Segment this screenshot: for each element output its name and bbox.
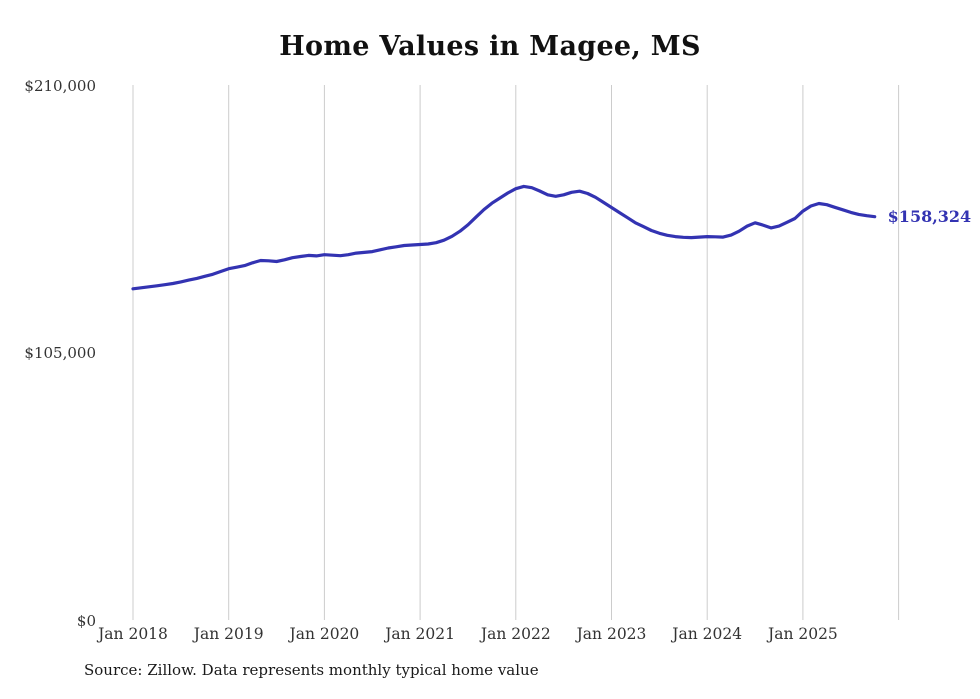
latest-value-label: $158,324 — [887, 206, 972, 226]
y-axis-label-top: $210,000 — [24, 77, 96, 95]
y-axis-label-zero: $0 — [76, 612, 96, 630]
y-axis-label-mid: $105,000 — [24, 344, 96, 362]
source-note: Source: Zillow. Data represents monthly … — [84, 661, 539, 679]
home-value-line — [131, 184, 877, 291]
chart-title: Home Values in Magee, MS — [279, 31, 701, 62]
